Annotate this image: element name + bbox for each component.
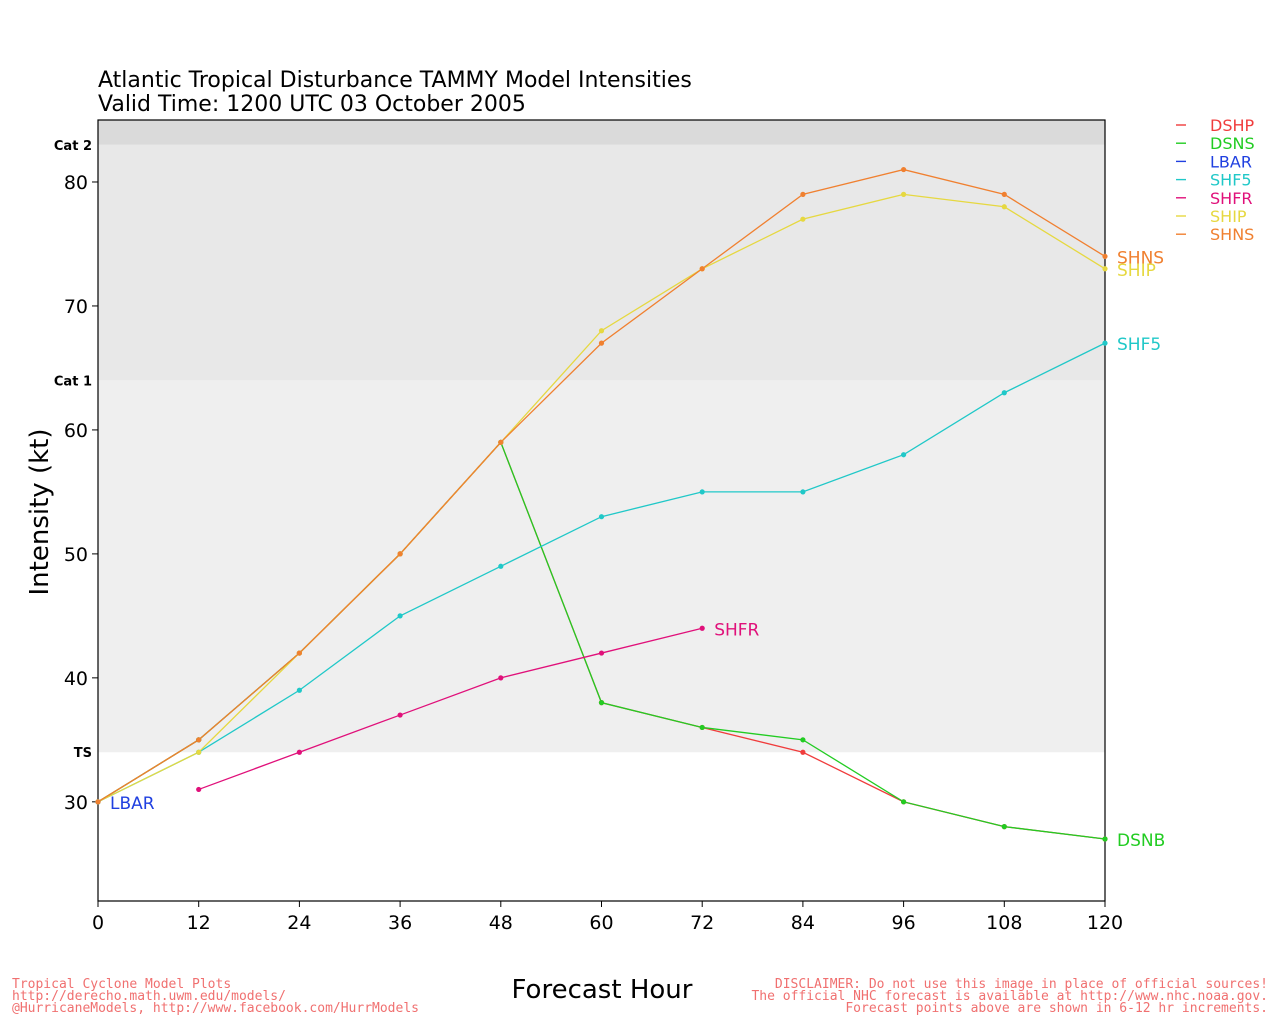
footer-disclaimer-line: Forecast points above are shown in 6-12 … [845,1001,1268,1016]
end-label-ship: SHIP [1117,261,1156,281]
end-label-lbar: LBAR [110,794,155,814]
x-tick-label: 120 [1087,912,1123,934]
point-ship-12 [196,749,202,755]
point-dsns-108 [1001,824,1007,830]
point-shfr-60 [598,650,605,656]
x-tick-label: 60 [589,912,613,934]
end-label-shf5: SHF5 [1117,335,1161,355]
footer-disclaimer: DISCLAIMER: Do not use this image in pla… [751,977,1268,1016]
band-2 [98,120,1105,145]
series-points [95,166,1108,842]
point-dsns-72 [699,724,705,731]
point-ship-96 [901,191,907,197]
point-shf5-36 [397,613,403,619]
point-shns-36 [397,551,403,557]
y-tick-label: 60 [64,420,88,442]
x-tick-label: 0 [92,912,104,934]
legend-entry: SHFR [1210,189,1253,208]
point-shf5-108 [1001,390,1007,396]
point-shns-120 [1102,253,1108,259]
point-dsns-120 [1102,836,1108,842]
point-dsns-84 [800,737,806,743]
intensity-bands: TS Cat 1 Cat 2 [54,120,1105,761]
legend-entry: LBAR [1210,152,1252,171]
legend-entry: SHF5 [1210,171,1252,190]
point-shfr-48 [498,675,504,681]
point-shf5-84 [800,489,806,495]
band-label: Cat 2 [54,139,92,154]
point-ship-60 [598,328,605,334]
point-ship-84 [800,216,806,222]
footer-credits: Tropical Cyclone Model Plotshttp://derec… [12,977,419,1016]
point-shns-108 [1001,191,1007,197]
legend-entry: SHNS [1210,225,1254,244]
point-dshp-84 [800,749,806,755]
end-label-dsnb: DSNB [1117,831,1165,851]
x-tick-label: 12 [187,912,211,934]
point-shns-72 [699,266,705,272]
point-shfr-24 [296,749,302,755]
footer-credit-line: Tropical Cyclone Model Plots [12,977,231,992]
legend-entry: DSNS [1210,134,1255,153]
x-tick-label: 108 [986,912,1022,934]
x-tick-label: 72 [690,912,714,934]
end-label-shfr: SHFR [714,620,759,640]
point-shf5-48 [498,563,504,569]
band-label: Cat 1 [54,374,92,389]
y-tick-label: 30 [64,792,88,814]
x-tick-label: 96 [892,912,916,934]
band-label: TS [74,746,92,761]
axes: 0 12 24 36 48 60 72 84 96 108 120 30 40 50 60 70 80 [64,119,1123,934]
footer-disclaimer-line: DISCLAIMER: Do not use this image in pla… [775,977,1268,992]
y-axis-label: Intensity (kt) [25,429,55,596]
y-tick-label: 50 [64,544,88,566]
point-shf5-72 [699,489,705,495]
x-tick-label: 24 [287,912,311,934]
point-shfr-36 [397,712,403,718]
point-shfr-12 [196,786,202,793]
x-axis-label: Forecast Hour [512,975,693,1005]
band-0 [98,380,1105,753]
end-label-shns: SHNS [1117,248,1164,268]
footer-credit-line: @HurricaneModels, http://www.facebook.co… [12,1001,419,1016]
x-tick-label: 48 [489,912,513,934]
point-dsns-96 [901,799,907,805]
point-shf5-60 [598,514,605,520]
footer-credit-line: http://derecho.math.uwm.edu/models/ [12,989,286,1004]
point-ship-108 [1001,204,1007,210]
y-tick-label: 70 [64,296,88,318]
point-shf5-24 [296,687,302,693]
y-tick-label: 40 [64,668,88,690]
series-line-shfr [198,627,703,791]
point-shns-24 [296,650,302,656]
point-shns-60 [598,340,605,346]
point-ship-120 [1102,266,1108,272]
point-dsns-60 [598,700,605,706]
point-shns-12 [196,737,202,743]
point-shns-84 [800,191,806,197]
point-shf5-96 [901,452,907,458]
point-shns-0 [95,799,101,805]
point-shns-48 [498,439,504,445]
point-shns-96 [901,166,907,173]
point-shf5-120 [1102,340,1108,346]
footer-disclaimer-line: The official NHC forecast is available a… [751,989,1268,1004]
x-tick-label: 84 [791,912,815,934]
point-shfr-72 [699,625,705,631]
legend-entry: DSHP [1210,116,1255,135]
y-tick-label: 80 [64,172,88,194]
legend-entry: SHIP [1210,207,1247,226]
chart-subtitle: Valid Time: 1200 UTC 03 October 2005 [98,92,526,117]
x-tick-label: 36 [388,912,412,934]
chart-title: Atlantic Tropical Disturbance TAMMY Mode… [98,68,692,93]
